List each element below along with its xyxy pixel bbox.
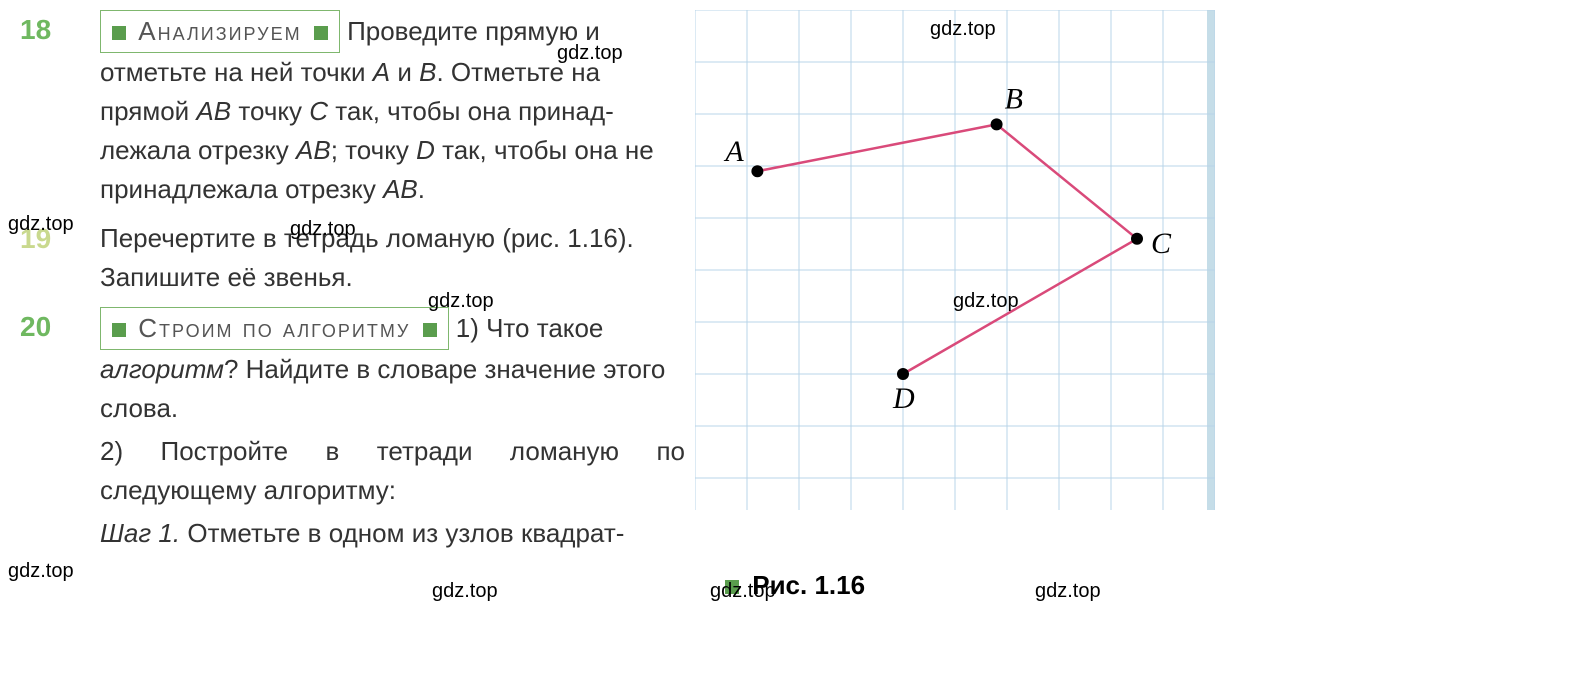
p18-var-B: B: [419, 57, 436, 87]
p18-text: точку: [231, 96, 309, 126]
point-label-D: D: [892, 382, 915, 415]
problem-number-18: 18: [20, 10, 100, 209]
problem-20-content: Строим по алгоритму 1) Что такое алгорит…: [100, 307, 685, 553]
tag-marker-icon: [314, 26, 328, 40]
point-C: [1131, 233, 1143, 245]
p18-var-AB: AB: [196, 96, 231, 126]
p20-algorithm-word: алгоритм: [100, 354, 224, 384]
problem-19-content: Перечертите в тетрадь ломаную (рис. 1.16…: [100, 219, 685, 297]
point-A: [751, 165, 763, 177]
problem-18: 18 Анализируем Проведите прямую и отметь…: [20, 10, 685, 209]
watermark: gdz.top: [953, 290, 1019, 313]
p20-step-label: Шаг 1.: [100, 518, 180, 548]
p18-text: и: [390, 57, 419, 87]
tag-marker-icon: [112, 26, 126, 40]
point-D: [897, 368, 909, 380]
tag-analyze-label: Анализируем: [138, 16, 301, 46]
figure-column: A B C D Рис. 1.16: [695, 0, 1255, 681]
p20-text: 2) Постройте в тетради ломаную по следую…: [100, 436, 685, 505]
problem-18-content: Анализируем Проведите прямую и отметьте …: [100, 10, 685, 209]
p20-text: Отметьте в одном из узлов квадрат-: [180, 518, 624, 548]
p19-text: Перечертите в тетрадь ломаную (рис. 1.16…: [100, 223, 634, 292]
p18-text: .: [418, 174, 425, 204]
watermark: gdz.top: [930, 18, 996, 41]
watermark: gdz.top: [432, 580, 498, 603]
polyline: [757, 124, 1137, 374]
watermark: gdz.top: [710, 580, 776, 603]
point-B: [991, 118, 1003, 130]
point-label-A: A: [723, 135, 744, 168]
text-column: 18 Анализируем Проведите прямую и отметь…: [0, 0, 695, 681]
figure-caption: Рис. 1.16: [725, 570, 1255, 601]
tag-algorithm-label: Строим по алгоритму: [138, 313, 410, 343]
watermark: gdz.top: [428, 290, 494, 313]
p20-part2: 2) Постройте в тетради ломаную по следую…: [100, 432, 685, 510]
point-label-C: C: [1151, 227, 1172, 260]
p20-step1: Шаг 1. Отметьте в одном из узлов квадрат…: [100, 514, 685, 553]
p18-var-D: D: [416, 135, 435, 165]
p20-text: 1) Что такое: [456, 313, 604, 343]
p18-var-A: A: [373, 57, 390, 87]
tag-algorithm: Строим по алгоритму: [100, 307, 449, 350]
tag-marker-icon: [423, 323, 437, 337]
p18-var-AB2: AB: [296, 135, 331, 165]
tag-analyze: Анализируем: [100, 10, 340, 53]
watermark: gdz.top: [1035, 580, 1101, 603]
figure-svg: A B C D: [695, 10, 1215, 510]
watermark: gdz.top: [8, 213, 74, 236]
p18-var-C: C: [309, 96, 328, 126]
watermark: gdz.top: [557, 42, 623, 65]
p18-var-AB3: AB: [383, 174, 418, 204]
problem-number-20: 20: [20, 307, 100, 553]
watermark: gdz.top: [8, 560, 74, 583]
tag-marker-icon: [112, 323, 126, 337]
p18-text: ; точку: [331, 135, 416, 165]
figure-1-16: A B C D: [695, 10, 1235, 560]
problem-20: 20 Строим по алгоритму 1) Что такое алго…: [20, 307, 685, 553]
point-label-B: B: [1005, 82, 1023, 115]
watermark: gdz.top: [290, 218, 356, 241]
